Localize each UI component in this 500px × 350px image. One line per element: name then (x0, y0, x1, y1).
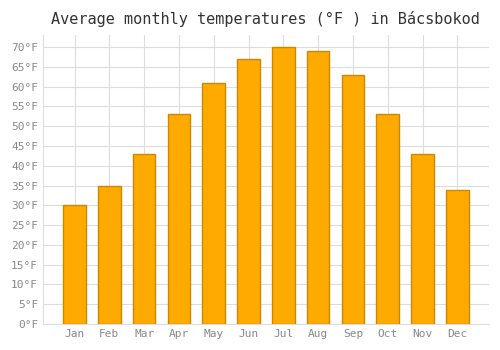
Bar (237, 59, 260, 324)
Bar (376, 114, 399, 324)
Title: Average monthly temperatures (°F ) in Bácsbokod: Average monthly temperatures (°F ) in Bá… (52, 11, 480, 27)
Bar (411, 154, 434, 324)
Bar (168, 114, 190, 324)
Bar (272, 47, 294, 324)
Bar (446, 189, 468, 324)
Bar (133, 154, 156, 324)
Bar (307, 51, 330, 324)
Bar (202, 83, 225, 324)
Bar (342, 75, 364, 324)
Bar (63, 205, 86, 324)
Bar (98, 186, 120, 324)
